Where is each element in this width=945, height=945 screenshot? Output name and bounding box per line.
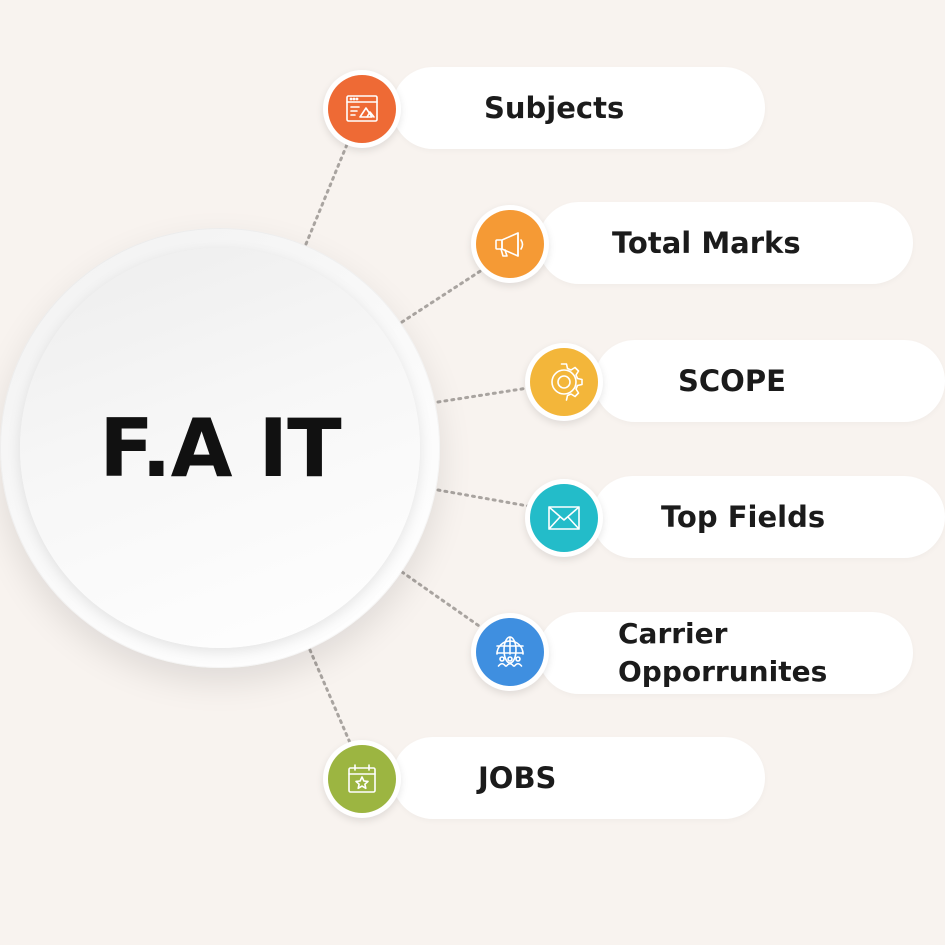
connector-scope <box>436 386 530 404</box>
center-title: F.A IT <box>99 401 341 495</box>
browser-window-icon <box>346 95 378 122</box>
megaphone-icon <box>495 232 524 257</box>
connector-jobs <box>308 648 356 754</box>
badge-jobs <box>323 740 401 818</box>
node-scope-label: SCOPE <box>678 364 786 398</box>
node-total-marks-label: Total Marks <box>612 226 801 260</box>
node-top-fields: Top Fields <box>592 476 945 558</box>
node-carrier-opportunities-label: Carrier Opporrunites <box>618 615 827 691</box>
node-carrier-opportunities: Carrier Opporrunites <box>538 612 913 694</box>
badge-carrier-opportunities <box>471 613 549 691</box>
badge-total-marks <box>471 205 549 283</box>
badge-carrier-disc <box>476 618 544 686</box>
node-scope: SCOPE <box>594 340 945 422</box>
center-circle-inner: F.A IT <box>20 248 420 648</box>
node-jobs-label: JOBS <box>478 761 557 795</box>
badge-total-marks-disc <box>476 210 544 278</box>
badge-scope <box>525 343 603 421</box>
node-carrier-line1: Carrier <box>618 617 728 650</box>
node-carrier-line2: Opporrunites <box>618 655 828 688</box>
badge-jobs-disc <box>328 745 396 813</box>
calendar-star-icon <box>348 764 376 793</box>
badge-top-fields <box>525 479 603 557</box>
connector-top-fields <box>436 488 530 508</box>
node-jobs: JOBS <box>392 737 765 819</box>
connector-subjects <box>304 140 350 246</box>
node-top-fields-label: Top Fields <box>661 500 826 534</box>
connector-total-marks <box>400 268 484 324</box>
node-subjects-label: Subjects <box>484 91 625 125</box>
envelope-icon <box>548 506 580 530</box>
globe-people-icon <box>496 636 524 667</box>
node-subjects: Subjects <box>392 67 765 149</box>
gear-icon <box>551 363 583 401</box>
badge-scope-disc <box>530 348 598 416</box>
connector-carrier <box>400 570 484 630</box>
center-circle: F.A IT <box>0 228 440 668</box>
badge-subjects-disc <box>328 75 396 143</box>
badge-subjects <box>323 70 401 148</box>
badge-top-fields-disc <box>530 484 598 552</box>
node-total-marks: Total Marks <box>538 202 913 284</box>
